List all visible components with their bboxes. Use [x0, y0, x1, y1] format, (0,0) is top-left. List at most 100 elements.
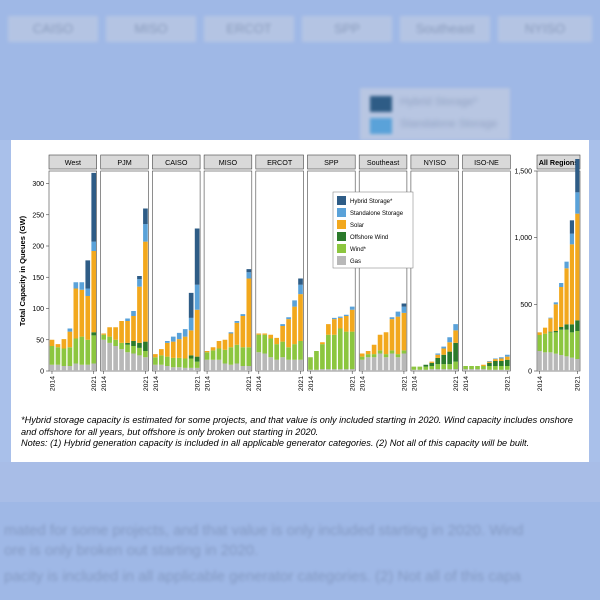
facet-strip — [203, 154, 253, 170]
bar-segment-solar — [395, 316, 401, 355]
bar-segment-standalone — [170, 336, 176, 342]
bar-segment-gas — [194, 367, 200, 371]
legend: Hybrid Storage* Standalone Storage Solar Of… — [332, 191, 414, 269]
bar-segment-gas — [228, 364, 234, 371]
facet-label: ISO-NE — [474, 158, 499, 167]
bar-segment-solar — [153, 354, 158, 358]
bar-segment-standalone — [389, 317, 395, 320]
bar-segment-solar — [113, 327, 118, 340]
bar-segment-gas — [274, 359, 279, 371]
bar-segment-gas — [216, 359, 222, 371]
x-tick-label: 2014 — [463, 376, 470, 391]
bar-segment-offshore — [429, 362, 435, 366]
bar-segment-wind — [194, 361, 200, 368]
bar-segment-standalone — [499, 357, 504, 359]
bar-segment-hybrid — [188, 292, 194, 318]
facet-strip — [358, 154, 408, 170]
legend-swatch — [337, 256, 346, 265]
bar-segment-solar — [559, 287, 564, 327]
bar-segment-offshore — [188, 355, 194, 359]
bar-segment-solar — [377, 334, 383, 351]
bar-segment-offshore — [564, 324, 569, 330]
bar-segment-standalone — [79, 282, 85, 290]
legend-swatch — [337, 220, 346, 229]
bar-segment-solar — [337, 317, 343, 329]
bar-segment-gas — [91, 363, 97, 371]
bar-segment-wind — [170, 357, 176, 368]
bar-segment-standalone — [240, 314, 246, 316]
bar-segment-solar — [569, 244, 575, 325]
ghost-tab: SPP — [302, 16, 392, 42]
legend-label: Wind* — [350, 247, 367, 253]
bar-segment-solar — [493, 359, 498, 361]
bar-segment-standalone — [234, 321, 240, 323]
bar-segment-wind — [401, 350, 407, 354]
bar-segment-solar — [188, 330, 194, 356]
bar-segment-gas — [359, 359, 365, 371]
y-tick-label: 1,500 — [514, 169, 532, 176]
bar-segment-solar — [176, 339, 182, 358]
bar-segment-standalone — [143, 224, 148, 242]
y-tick-label: 50 — [36, 337, 44, 344]
bar-segment-standalone — [131, 311, 136, 316]
bar-segment-gas — [371, 357, 377, 371]
bar-segment-wind — [286, 347, 291, 360]
bar-segment-wind — [240, 347, 246, 366]
bar-segment-wind — [441, 364, 447, 370]
bar-segment-gas — [429, 369, 435, 371]
bar-segment-standalone — [493, 358, 498, 360]
bar-segment-gas — [417, 369, 423, 371]
facet-strip — [536, 154, 581, 170]
bar-segment-gas — [164, 366, 170, 371]
bar-segment-gas — [389, 353, 395, 371]
bar-segment-solar — [73, 288, 79, 339]
bar-segment-gas — [411, 369, 417, 371]
bar-segment-solar — [222, 339, 228, 350]
bar-segment-wind — [481, 366, 486, 370]
bar-segment-standalone — [125, 318, 130, 321]
bar-segment-gas — [240, 366, 246, 371]
bar-segment-gas — [159, 364, 164, 371]
bar-segment-standalone — [435, 353, 441, 355]
bar-segment-gas — [73, 363, 79, 371]
facet-strip — [152, 154, 201, 170]
x-tick-label: 2021 — [350, 376, 357, 391]
bar-segment-gas — [326, 369, 331, 371]
bar-segment-solar — [320, 342, 325, 345]
bar-segment-wind — [537, 335, 542, 351]
bar-segment-gas — [559, 355, 564, 371]
bar-segment-wind — [389, 350, 395, 354]
x-tick-label: 2021 — [195, 376, 202, 391]
bar-segment-solar — [292, 306, 297, 345]
bar-segment-gas — [332, 369, 337, 371]
bar-segment-solar — [143, 241, 148, 342]
bar-segment-standalone — [575, 192, 580, 214]
bar-segment-solar — [548, 318, 553, 332]
bar-segment-offshore — [447, 351, 452, 365]
bar-segment-gas — [569, 357, 575, 371]
bar-segment-offshore — [504, 359, 510, 366]
bar-segment-wind — [499, 366, 504, 370]
x-tick-label: 2021 — [298, 376, 305, 391]
x-tick-label: 2021 — [246, 376, 253, 391]
facet-label: Southeast — [367, 158, 399, 167]
bar-segment-offshore — [137, 342, 142, 348]
bar-segment-wind — [417, 366, 423, 370]
bar-segment-wind — [359, 356, 365, 360]
bar-segment-wind — [377, 350, 383, 354]
bar-segment-solar — [274, 337, 279, 345]
bar-segment-standalone — [194, 284, 200, 310]
bar-segment-wind — [101, 334, 107, 340]
bar-segment-gas — [395, 357, 401, 371]
facet-strip — [255, 154, 304, 170]
bar-segment-wind — [280, 341, 285, 358]
bar-segment-standalone — [164, 341, 170, 343]
x-tick-label: 2021 — [91, 376, 98, 391]
facet-strip — [100, 154, 149, 170]
legend-label: Hybrid Storage* — [350, 199, 393, 205]
x-tick-label: 2014 — [204, 376, 211, 391]
facet-strip — [462, 154, 511, 170]
bar-segment-wind — [429, 366, 435, 370]
x-tick-label: 2021 — [143, 376, 150, 391]
bar-segment-solar — [268, 334, 274, 339]
